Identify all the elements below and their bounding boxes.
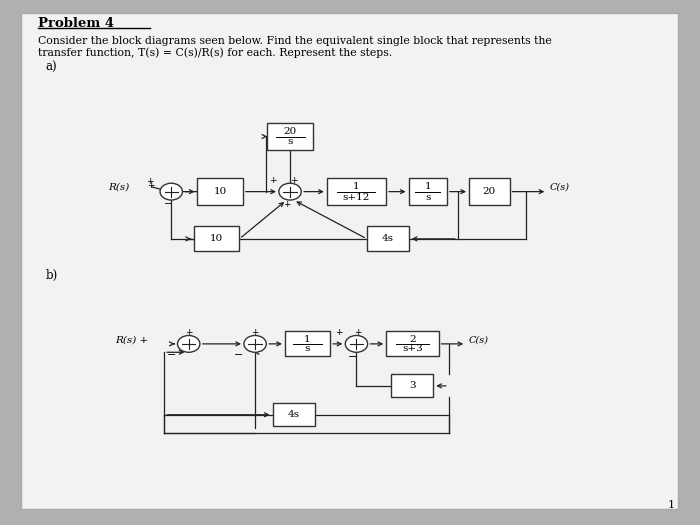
Text: s: s	[304, 344, 310, 353]
Circle shape	[178, 335, 200, 352]
Text: 4s: 4s	[382, 234, 394, 244]
Text: b): b)	[46, 269, 57, 282]
Text: −: −	[234, 350, 243, 361]
Text: +: +	[290, 175, 298, 185]
Text: +: +	[147, 181, 154, 190]
Text: s+3: s+3	[402, 344, 423, 353]
Text: +: +	[354, 328, 362, 337]
Text: a): a)	[46, 61, 57, 74]
Text: Problem 4: Problem 4	[38, 17, 115, 30]
Text: −: −	[349, 352, 358, 362]
Text: −: −	[164, 200, 172, 209]
Text: C(s): C(s)	[468, 335, 489, 344]
Text: 1: 1	[667, 500, 675, 510]
Text: +: +	[146, 176, 154, 186]
Bar	[285, 331, 330, 356]
Bar	[197, 178, 243, 205]
Text: 1: 1	[424, 182, 431, 191]
Bar	[327, 178, 386, 205]
Text: 2: 2	[409, 335, 416, 344]
Text: 1: 1	[353, 182, 360, 191]
Text: 10: 10	[210, 234, 223, 244]
Bar	[194, 226, 239, 251]
Text: +: +	[251, 328, 259, 337]
Text: s: s	[425, 193, 430, 202]
Text: 20: 20	[482, 187, 496, 196]
Bar	[391, 374, 433, 397]
Text: +: +	[185, 328, 193, 337]
Text: R(s) +: R(s) +	[116, 335, 148, 344]
Circle shape	[345, 335, 368, 352]
Circle shape	[279, 183, 301, 200]
Text: C(s): C(s)	[550, 183, 569, 192]
Bar	[272, 403, 314, 426]
Bar	[469, 178, 510, 205]
Text: 3: 3	[409, 381, 416, 391]
Text: Consider the block diagrams seen below. Find the equivalent single block that re: Consider the block diagrams seen below. …	[38, 36, 552, 46]
Circle shape	[244, 335, 266, 352]
Text: +: +	[283, 200, 290, 209]
Text: 10: 10	[214, 187, 227, 196]
Bar	[267, 123, 313, 150]
Text: transfer function, T(s) = C(s)/R(s) for each. Represent the steps.: transfer function, T(s) = C(s)/R(s) for …	[38, 47, 393, 58]
Text: −: −	[167, 350, 176, 361]
Text: R(s): R(s)	[108, 183, 130, 192]
Text: s+12: s+12	[343, 193, 370, 202]
Text: s: s	[288, 138, 293, 146]
Text: 4s: 4s	[288, 410, 300, 419]
Bar	[386, 331, 439, 356]
Text: +: +	[269, 175, 276, 185]
Text: +: +	[335, 328, 343, 337]
Text: 20: 20	[284, 127, 297, 136]
Circle shape	[160, 183, 183, 200]
Bar	[409, 178, 447, 205]
Text: 1: 1	[304, 335, 311, 344]
Bar	[367, 226, 409, 251]
